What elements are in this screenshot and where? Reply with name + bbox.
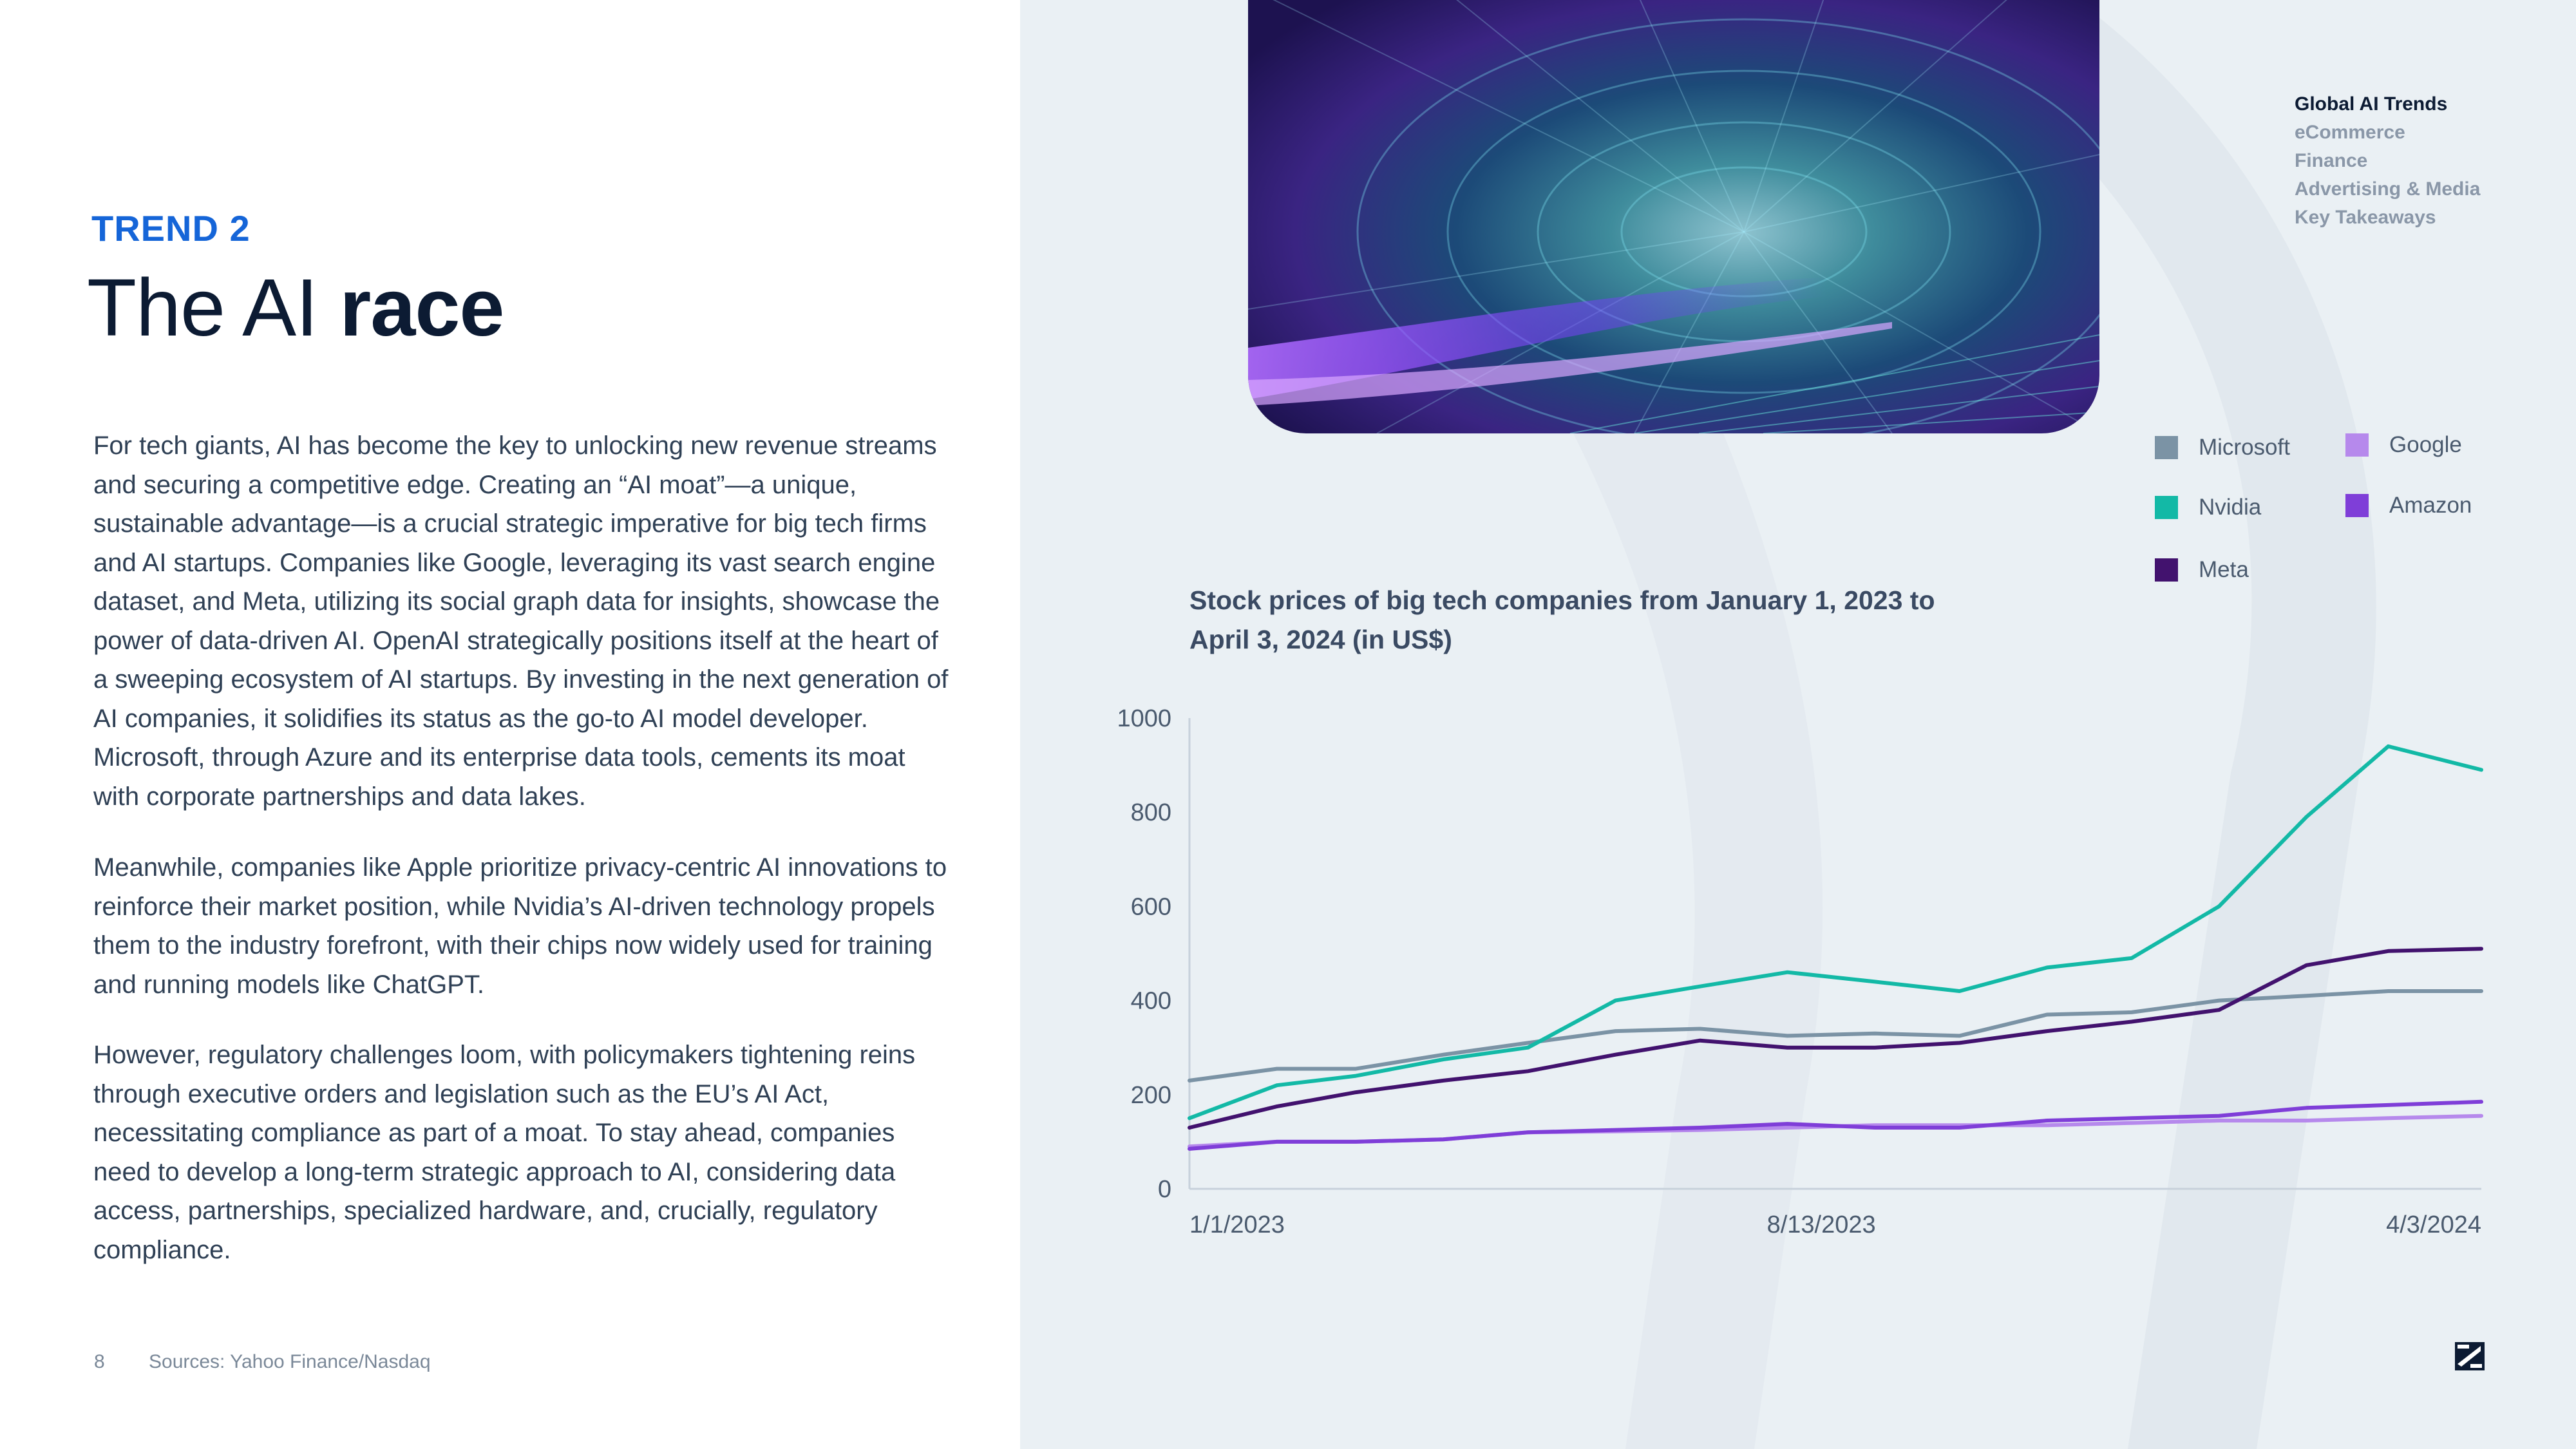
legend-swatch [2345,494,2369,517]
page-number: 8 [94,1351,105,1372]
nav-item-advertising-media[interactable]: Advertising & Media [2295,178,2481,200]
body-paragraph-1: For tech giants, AI has become the key t… [93,431,949,811]
hero-image [1248,0,2099,433]
body-paragraph-3: However, regulatory challenges loom, wit… [93,1041,916,1264]
legend-swatch [2155,496,2178,519]
legend-item-google: Google [2345,432,2462,458]
legend-swatch [2345,433,2369,457]
brand-logo-icon [2455,1342,2485,1370]
body-paragraph-2: Meanwhile, companies like Apple prioriti… [93,853,947,999]
legend-swatch [2155,558,2178,582]
legend-label: Nvidia [2199,495,2262,520]
chart-title: Stock prices of big tech companies from … [1189,585,1935,654]
page-title: The AI race [87,261,505,354]
legend-item-nvidia: Nvidia [2155,495,2261,520]
title-bold: race [339,262,504,353]
title-light: The AI [87,262,340,353]
section-nav: Global AI Trends eCommerce Finance Adver… [2295,90,2480,232]
legend-item-meta: Meta [2155,557,2249,583]
nav-item-key-takeaways[interactable]: Key Takeaways [2295,207,2436,228]
nav-item-finance[interactable]: Finance [2295,150,2368,171]
legend-label: Amazon [2389,493,2472,518]
legend-item-amazon: Amazon [2345,493,2472,518]
nav-item-global-ai-trends[interactable]: Global AI Trends [2295,93,2448,115]
nav-item-ecommerce[interactable]: eCommerce [2295,122,2405,143]
legend-item-microsoft: Microsoft [2155,435,2290,460]
legend-label: Google [2389,432,2462,457]
trend-label: TREND 2 [91,208,251,249]
sources-note: Sources: Yahoo Finance/Nasdaq [149,1351,431,1372]
legend-swatch [2155,436,2178,459]
legend-label: Microsoft [2199,435,2290,460]
legend-label: Meta [2199,557,2249,582]
